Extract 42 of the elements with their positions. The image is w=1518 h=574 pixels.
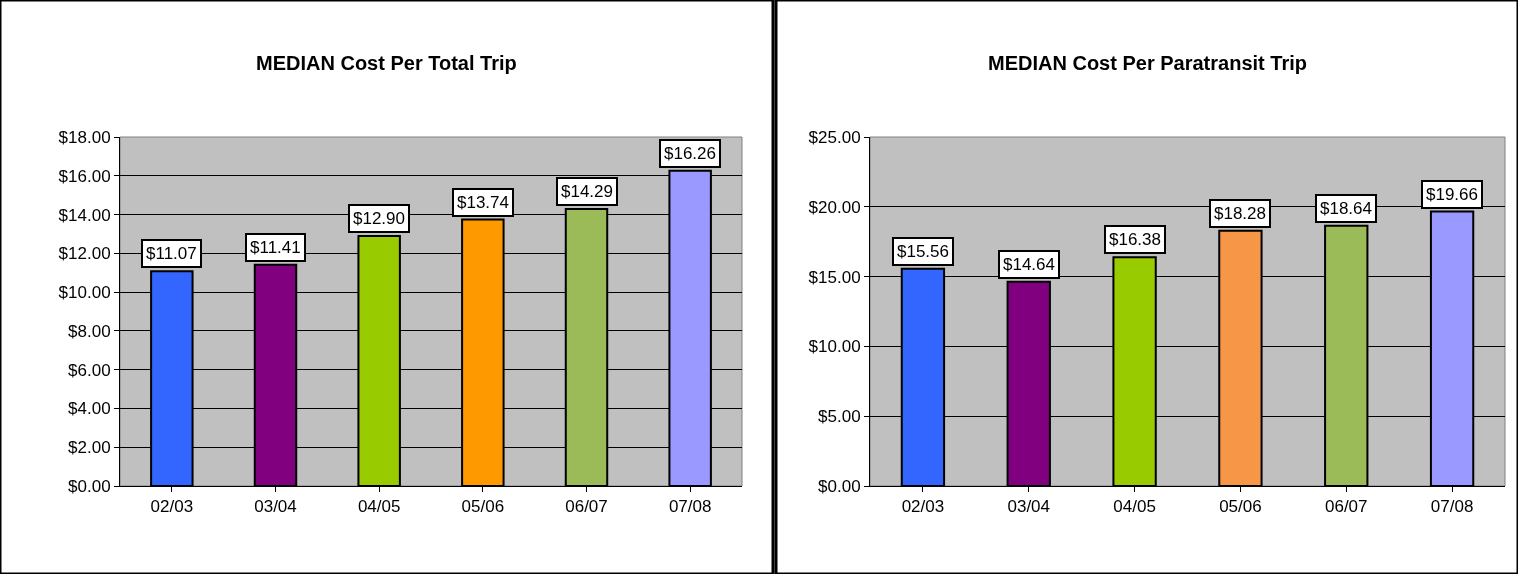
x-tick-label: 04/05	[357, 497, 401, 517]
y-tick-label: $12.00	[58, 244, 111, 264]
x-tick-label: 03/04	[1007, 497, 1051, 517]
y-tick-label: $15.00	[808, 267, 861, 287]
x-tick-label: 05/06	[1219, 497, 1262, 517]
data-label: $16.26	[664, 144, 716, 163]
y-tick-label: $2.00	[68, 438, 111, 458]
data-label: $19.66	[1426, 185, 1478, 204]
x-tick-label: 07/08	[668, 497, 712, 517]
chart-title: MEDIAN Cost Per Total Trip	[256, 52, 517, 74]
data-label: $13.74	[457, 193, 509, 212]
y-tick-label: $5.00	[818, 407, 861, 427]
y-tick-label: $10.00	[58, 283, 111, 303]
data-label: $11.07	[146, 244, 197, 263]
x-tick-label: 06/07	[1324, 497, 1368, 517]
x-tick-label: 02/03	[150, 497, 194, 517]
data-label: $15.56	[897, 242, 949, 261]
x-tick-label: 05/06	[461, 497, 505, 517]
y-tick-label: $18.00	[58, 127, 111, 147]
x-tick-label: 04/05	[1113, 497, 1156, 517]
x-tick-label: 02/03	[901, 497, 945, 517]
y-tick-label: $6.00	[68, 360, 111, 380]
y-tick-label: $25.00	[808, 127, 861, 147]
data-label: $14.64	[1003, 255, 1055, 274]
data-label: $11.41	[250, 238, 301, 257]
y-tick-label: $10.00	[808, 337, 861, 357]
x-tick-label: 07/08	[1430, 497, 1474, 517]
data-label: $12.90	[353, 209, 405, 228]
data-label: $18.28	[1214, 204, 1266, 223]
y-tick-label: $14.00	[58, 205, 111, 225]
y-tick-label: $0.00	[818, 476, 861, 496]
x-tick-label: 06/07	[565, 497, 608, 517]
data-label: $16.38	[1109, 230, 1161, 249]
x-tick-label: 03/04	[254, 497, 297, 517]
y-tick-label: $16.00	[58, 166, 111, 186]
data-label: $18.64	[1320, 199, 1372, 218]
data-label: $14.29	[561, 182, 613, 201]
y-tick-label: $8.00	[68, 321, 111, 341]
y-tick-label: $0.00	[68, 476, 111, 496]
y-tick-label: $20.00	[808, 197, 861, 217]
chart-title: MEDIAN Cost Per Paratransit Trip	[988, 52, 1307, 74]
y-tick-label: $4.00	[68, 399, 111, 419]
